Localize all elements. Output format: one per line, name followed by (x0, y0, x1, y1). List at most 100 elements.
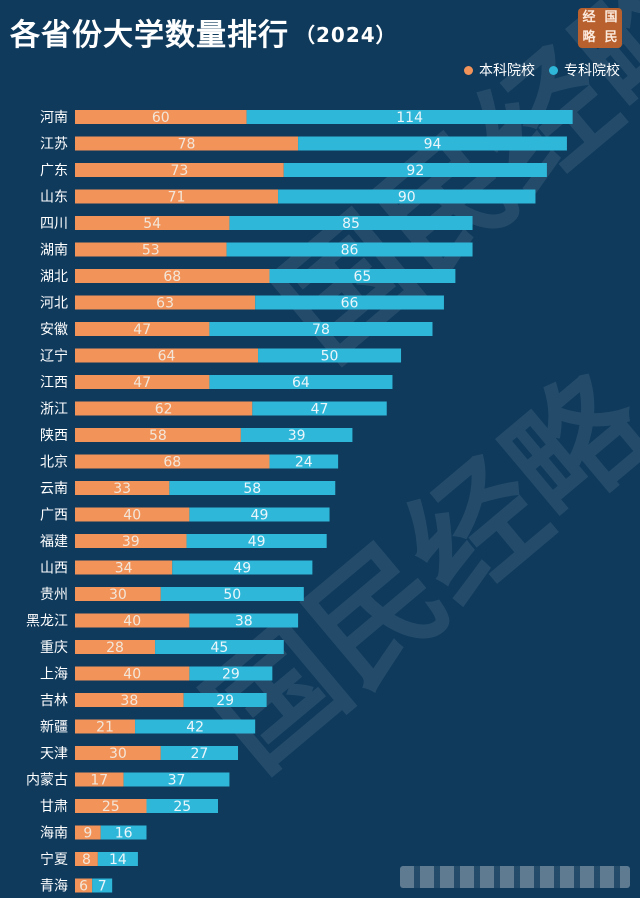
bar-undergraduate (75, 295, 256, 310)
value-label-undergraduate: 40 (123, 508, 141, 524)
value-label-vocational: 85 (342, 216, 360, 232)
bar-undergraduate (75, 693, 184, 707)
bar-undergraduate (75, 772, 124, 787)
bar-undergraduate (75, 189, 279, 204)
bar-vocational (183, 693, 267, 707)
bar-undergraduate (75, 322, 210, 336)
bar-vocational (255, 295, 444, 310)
legend-label-undergraduate: 本科院校 (479, 63, 535, 79)
value-label-vocational: 16 (115, 826, 133, 842)
value-label-vocational: 47 (311, 402, 329, 418)
bar-undergraduate (75, 666, 190, 681)
category-label: 湖南 (40, 243, 68, 259)
bar-vocational (92, 878, 113, 893)
legend-item-vocational: 专科院校 (549, 60, 620, 80)
value-label-undergraduate: 6 (79, 879, 88, 895)
value-label-vocational: 114 (396, 110, 423, 126)
category-label: 吉林 (40, 693, 68, 709)
category-label: 湖北 (40, 269, 68, 285)
value-label-undergraduate: 17 (90, 773, 108, 789)
value-label-vocational: 38 (235, 614, 253, 630)
bar-vocational (278, 189, 536, 204)
bar-undergraduate (75, 613, 190, 628)
value-label-undergraduate: 21 (96, 720, 114, 736)
value-label-undergraduate: 9 (83, 826, 92, 842)
category-label: 河北 (40, 296, 68, 312)
value-label-vocational: 49 (248, 534, 266, 550)
category-label: 辽宁 (40, 348, 68, 365)
bar-vocational (186, 534, 327, 548)
bar-vocational (146, 799, 218, 813)
category-label: 安徽 (40, 322, 68, 338)
value-label-undergraduate: 71 (168, 190, 186, 206)
value-label-vocational: 14 (109, 852, 127, 868)
value-label-vocational: 24 (295, 455, 313, 471)
category-label: 四川 (40, 216, 68, 232)
legend-item-undergraduate: 本科院校 (464, 60, 535, 80)
bar-vocational (209, 375, 393, 389)
category-label: 山东 (40, 190, 68, 206)
value-label-undergraduate: 60 (152, 110, 170, 126)
value-label-vocational: 29 (216, 693, 234, 709)
bar-undergraduate (75, 163, 284, 177)
value-label-undergraduate: 63 (156, 296, 174, 312)
bar-undergraduate (75, 269, 270, 283)
category-label: 山西 (40, 561, 68, 577)
category-label: 福建 (40, 534, 68, 550)
bar-vocational (160, 746, 239, 760)
category-label: 内蒙古 (26, 773, 68, 789)
bar-vocational (269, 269, 456, 283)
seal-char: 略 (582, 30, 596, 45)
category-label: 广西 (40, 508, 68, 524)
category-label: 天津 (40, 746, 68, 762)
bar-vocational (240, 428, 353, 442)
value-label-undergraduate: 40 (123, 614, 141, 630)
value-label-undergraduate: 47 (133, 375, 151, 391)
bar-vocational (209, 322, 433, 336)
bar-undergraduate (75, 136, 299, 151)
bar-undergraduate (75, 216, 230, 230)
category-label: 陕西 (40, 428, 68, 444)
bar-undergraduate (75, 507, 190, 522)
value-label-undergraduate: 33 (113, 481, 131, 497)
bar-undergraduate (75, 481, 170, 495)
value-label-undergraduate: 34 (115, 561, 133, 577)
bar-undergraduate (75, 640, 156, 654)
bar-undergraduate (75, 746, 161, 760)
value-label-vocational: 66 (341, 296, 359, 312)
bar-undergraduate (75, 825, 101, 840)
title-text: 各省份大学数量排行 (10, 18, 289, 53)
bar-undergraduate (75, 401, 253, 416)
bar-undergraduate (75, 560, 173, 575)
bar-undergraduate (75, 428, 241, 442)
bar-vocational (169, 481, 336, 495)
value-label-vocational: 64 (292, 375, 310, 391)
value-label-undergraduate: 25 (102, 799, 120, 815)
bar-vocational (246, 110, 573, 124)
value-label-vocational: 45 (211, 640, 229, 656)
category-label: 上海 (40, 667, 68, 683)
value-label-undergraduate: 8 (82, 852, 91, 868)
category-label: 广东 (40, 163, 68, 179)
bar-vocational (283, 163, 547, 177)
value-label-undergraduate: 28 (106, 640, 124, 656)
value-label-undergraduate: 64 (158, 349, 176, 365)
value-label-vocational: 42 (186, 720, 204, 736)
value-label-vocational: 39 (288, 428, 306, 444)
value-label-vocational: 49 (251, 508, 269, 524)
value-label-undergraduate: 58 (149, 428, 167, 444)
bar-vocational (189, 507, 330, 522)
value-label-undergraduate: 30 (109, 746, 127, 762)
bar-undergraduate (75, 110, 247, 124)
value-label-vocational: 25 (173, 799, 191, 815)
logo-seal: 经 国 略 民 (578, 8, 622, 48)
bar-undergraduate (75, 852, 98, 866)
value-label-undergraduate: 68 (163, 269, 181, 285)
value-label-undergraduate: 38 (120, 693, 138, 709)
value-label-vocational: 58 (243, 481, 261, 497)
bar-vocational (123, 772, 230, 787)
category-label: 新疆 (40, 720, 68, 736)
seal-char: 经 (582, 10, 596, 25)
bar-undergraduate (75, 454, 270, 469)
